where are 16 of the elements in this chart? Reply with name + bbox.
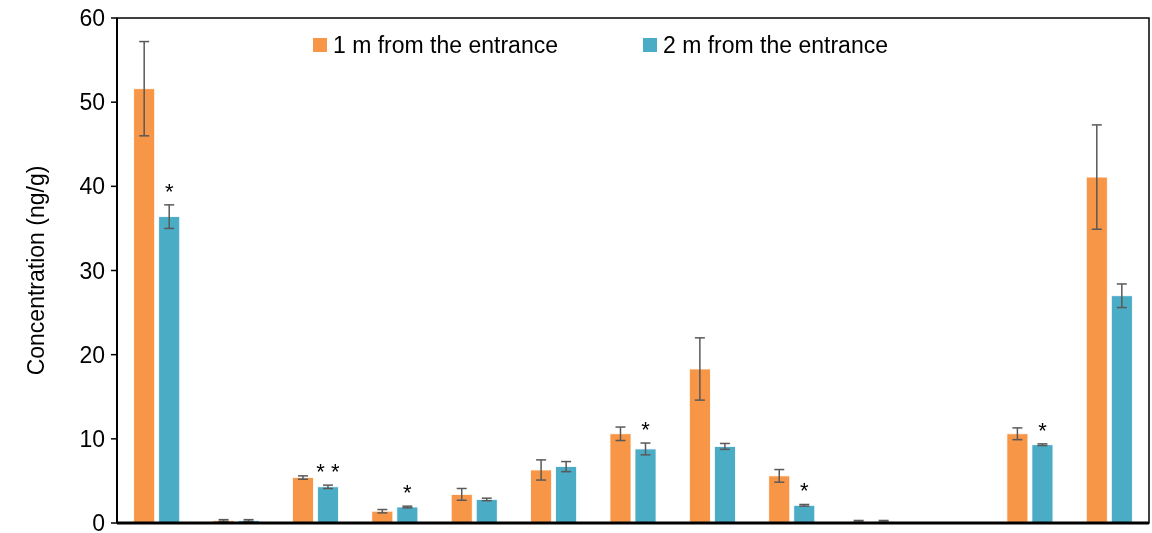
data-label: * xyxy=(641,417,651,443)
y-axis-title: Concentration (ng/g) xyxy=(23,165,49,376)
y-tick-label: 10 xyxy=(79,425,105,452)
data-label: * xyxy=(800,478,809,504)
y-tick-label: 50 xyxy=(79,89,105,116)
y-tick-label: 20 xyxy=(79,341,105,368)
legend-label: 2 m from the entrance xyxy=(663,32,888,58)
data-label: * xyxy=(164,178,174,204)
y-tick-label: 60 xyxy=(79,5,105,31)
legend-label: 1 m from the entrance xyxy=(333,32,558,58)
y-tick-label: 0 xyxy=(92,510,105,533)
y-tick-label: 40 xyxy=(79,173,105,200)
data-label: * xyxy=(403,480,413,506)
data-label: * * xyxy=(316,459,341,485)
data-label: * xyxy=(1038,417,1048,443)
y-tick-label: 30 xyxy=(79,257,105,284)
